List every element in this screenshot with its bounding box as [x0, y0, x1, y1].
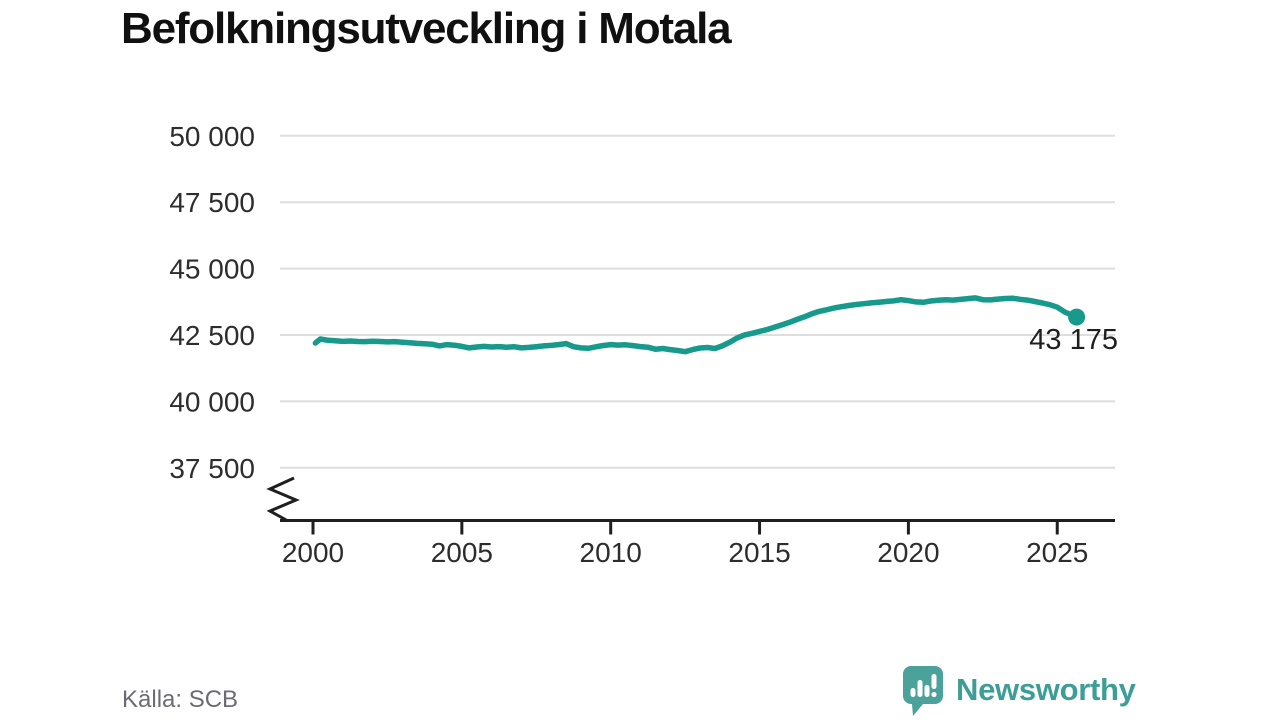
bar-1 — [910, 688, 916, 697]
y-tick-label: 47 500 — [169, 187, 255, 218]
exclamation-dot — [931, 691, 937, 698]
bar-2 — [917, 680, 923, 697]
chart-title: Befolkningsutveckling i Motala — [121, 4, 732, 53]
y-tick-label: 50 000 — [169, 121, 255, 152]
end-value-label: 43 175 — [1029, 324, 1118, 356]
newsworthy-logo: Newsworthy — [897, 662, 1136, 718]
y-tick-label: 40 000 — [169, 386, 255, 417]
population-line — [312, 295, 1080, 355]
x-tick-label: 2025 — [1026, 537, 1088, 568]
x-tick-label: 2020 — [877, 537, 939, 568]
end-point-dot — [1068, 308, 1086, 326]
x-tick-label: 2000 — [282, 537, 344, 568]
x-tick-label: 2015 — [728, 537, 790, 568]
exclamation-bar — [931, 674, 937, 689]
bar-3 — [924, 685, 930, 697]
y-tick-label: 42 500 — [169, 320, 255, 351]
speech-bubble-shape — [903, 666, 943, 716]
axis-break-icon — [266, 476, 300, 523]
y-tick-label: 45 000 — [169, 254, 255, 285]
newsworthy-icon — [903, 666, 943, 716]
x-tick-label: 2005 — [431, 537, 493, 568]
y-tick-label: 37 500 — [169, 453, 255, 484]
newsworthy-wordmark: Newsworthy — [956, 672, 1136, 707]
source-label: Källa: SCB — [122, 686, 239, 713]
x-tick-label: 2010 — [580, 537, 642, 568]
